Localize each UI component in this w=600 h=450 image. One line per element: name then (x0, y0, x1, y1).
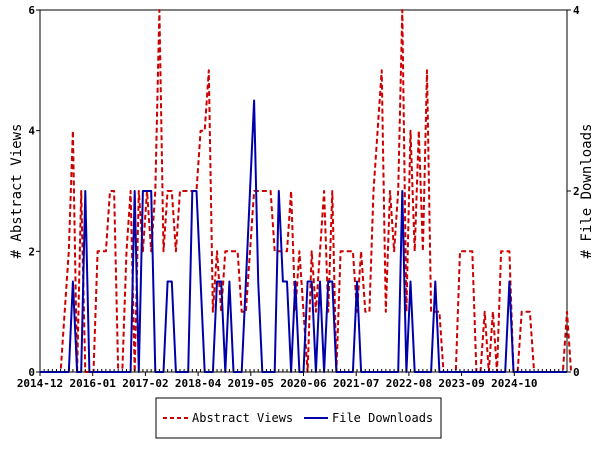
y-left-tick-label: 0 (28, 366, 35, 379)
y-right-tick-label: 0 (573, 366, 580, 379)
x-tick-label: 2016-01 (70, 377, 117, 390)
x-tick-label: 2023-09 (438, 377, 484, 390)
plot-area (39, 9, 568, 373)
x-tick-label: 2017-02 (122, 377, 168, 390)
x-tick-label: 2021-07 (333, 377, 379, 390)
x-tick-label: 2022-08 (386, 377, 432, 390)
x-tick-label: 2018-04 (175, 377, 222, 390)
y-left-axis-title: # Abstract Views (9, 124, 25, 259)
legend: Abstract Views File Downloads (155, 397, 442, 439)
x-tick-label: 2019-05 (228, 377, 274, 390)
legend-label-abstract-views: Abstract Views (192, 411, 293, 425)
y-left-tick-label: 2 (28, 245, 35, 258)
y-right-axis-title: # File Downloads (579, 124, 595, 259)
axis-layer: 2014-12 2016-01 2017-02 2018-04 2019-05 2020-… (17, 4, 580, 390)
legend-label-file-downloads: File Downloads (332, 411, 433, 425)
y-right-tick-label: 4 (573, 4, 580, 17)
series-line-abstract-views (40, 9, 573, 373)
x-tick-label: 2020-06 (280, 377, 327, 390)
legend-box (155, 397, 442, 439)
x-tick-label: 2014-12 (17, 377, 63, 390)
y-left-tick-label: 6 (28, 4, 35, 17)
y-right-tick-label: 2 (573, 185, 580, 198)
y-left-tick-label: 4 (28, 125, 35, 138)
x-tick-label: 2024-10 (491, 377, 537, 390)
